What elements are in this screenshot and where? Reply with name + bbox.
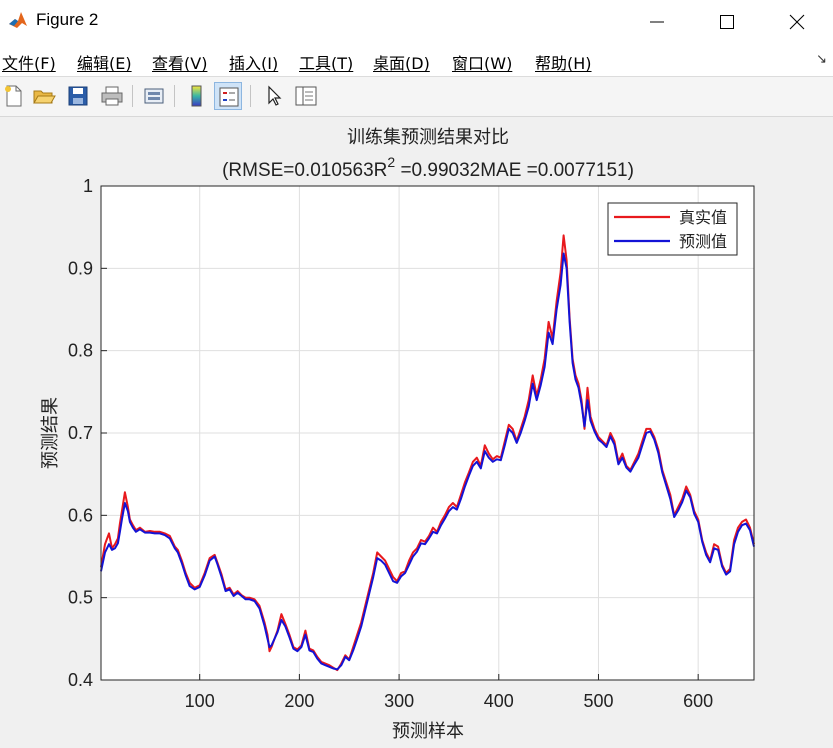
x-tick-label: 100 [185, 691, 215, 711]
new-figure-button[interactable] [0, 82, 28, 110]
legend[interactable]: 真实值 预测值 [607, 202, 738, 256]
y-tick-label: 0.4 [68, 670, 93, 690]
open-file-button[interactable] [30, 82, 58, 110]
series-line-actual [100, 234, 755, 672]
y-tick-label: 0.7 [68, 423, 93, 443]
edit-plot-button[interactable] [260, 82, 288, 110]
legend-label-predicted: 预测值 [679, 233, 727, 251]
open-file-icon [33, 90, 56, 104]
menu-window[interactable]: 窗口(W) [452, 54, 513, 73]
link-plot-button[interactable] [140, 82, 168, 110]
toolbar-separator [174, 85, 175, 107]
subtitle-part-2: =0.99032MAE =0.0077151) [395, 160, 634, 181]
window-titlebar: Figure 2 [0, 0, 833, 44]
close-icon [789, 14, 805, 30]
minimize-icon [650, 21, 664, 23]
series-line-predicted [100, 252, 755, 671]
y-tick-label: 0.5 [68, 588, 93, 608]
edit-plot-icon [268, 85, 282, 106]
insert-legend-icon [219, 87, 239, 107]
toolbar-separator [250, 85, 251, 107]
dock-arrow-icon[interactable]: ↘ [816, 52, 827, 67]
save-button[interactable] [64, 82, 92, 110]
insert-legend-button[interactable] [214, 82, 242, 110]
menu-bar: 文件(F) 编辑(E) 查看(V) 插入(I) 工具(T) 桌面(D) 窗口(W… [0, 44, 833, 77]
line-chart: 100 200 300 400 500 600 0.4 0.5 0.6 0.7 0.8 0.9 1 训练… [40, 127, 755, 741]
maximize-icon [720, 15, 734, 29]
menu-file[interactable]: 文件(F) [2, 54, 56, 73]
series-lines [100, 234, 755, 672]
x-tick-label: 400 [484, 691, 514, 711]
maximize-button[interactable] [693, 0, 763, 44]
y-tick-label: 0.6 [68, 505, 93, 525]
legend-box [607, 202, 738, 256]
x-axis-label: 预测样本 [392, 721, 464, 741]
x-tick-label: 500 [583, 691, 613, 711]
x-tick-label: 300 [384, 691, 414, 711]
menu-view[interactable]: 查看(V) [152, 54, 208, 73]
insert-colorbar-button[interactable] [182, 82, 210, 110]
figure-canvas: 100 200 300 400 500 600 0.4 0.5 0.6 0.7 0.8 0.9 1 训练… [0, 117, 833, 744]
property-editor-button[interactable] [292, 82, 320, 110]
menu-edit[interactable]: 编辑(E) [77, 54, 132, 73]
close-button[interactable] [763, 0, 833, 44]
y-tick-label: 0.8 [68, 341, 93, 361]
save-icon [68, 86, 88, 106]
toolbar-separator [132, 85, 133, 107]
menu-tools[interactable]: 工具(T) [299, 54, 354, 73]
insert-colorbar-icon [191, 85, 202, 107]
property-editor-icon [295, 86, 317, 106]
menu-help[interactable]: 帮助(H) [535, 54, 592, 73]
matlab-logo-icon [8, 10, 28, 30]
x-tick-label: 600 [683, 691, 713, 711]
y-tick-label: 1 [83, 176, 93, 196]
subtitle-part-1: (RMSE=0.010563R [222, 160, 387, 181]
y-tick-label: 0.9 [68, 258, 93, 278]
subtitle-superscript: 2 [387, 154, 395, 170]
figure-toolbar [0, 77, 833, 117]
legend-label-actual: 真实值 [679, 209, 727, 227]
y-axis-label: 预测结果 [40, 397, 60, 469]
axis-ticks: 100 200 300 400 500 600 0.4 0.5 0.6 0.7 0.8 0.9 1 [68, 176, 713, 711]
menu-insert[interactable]: 插入(I) [229, 54, 279, 73]
x-tick-label: 200 [284, 691, 314, 711]
link-plot-icon [144, 88, 164, 104]
print-icon [101, 86, 123, 106]
minimize-button[interactable] [623, 0, 693, 44]
window-title: Figure 2 [36, 10, 99, 29]
chart-subtitle: (RMSE=0.010563R2 =0.99032MAE =0.0077151) [222, 154, 634, 181]
new-figure-icon [5, 85, 22, 107]
menu-desktop[interactable]: 桌面(D) [373, 54, 430, 73]
print-button[interactable] [98, 82, 126, 110]
chart-title: 训练集预测结果对比 [347, 127, 509, 147]
